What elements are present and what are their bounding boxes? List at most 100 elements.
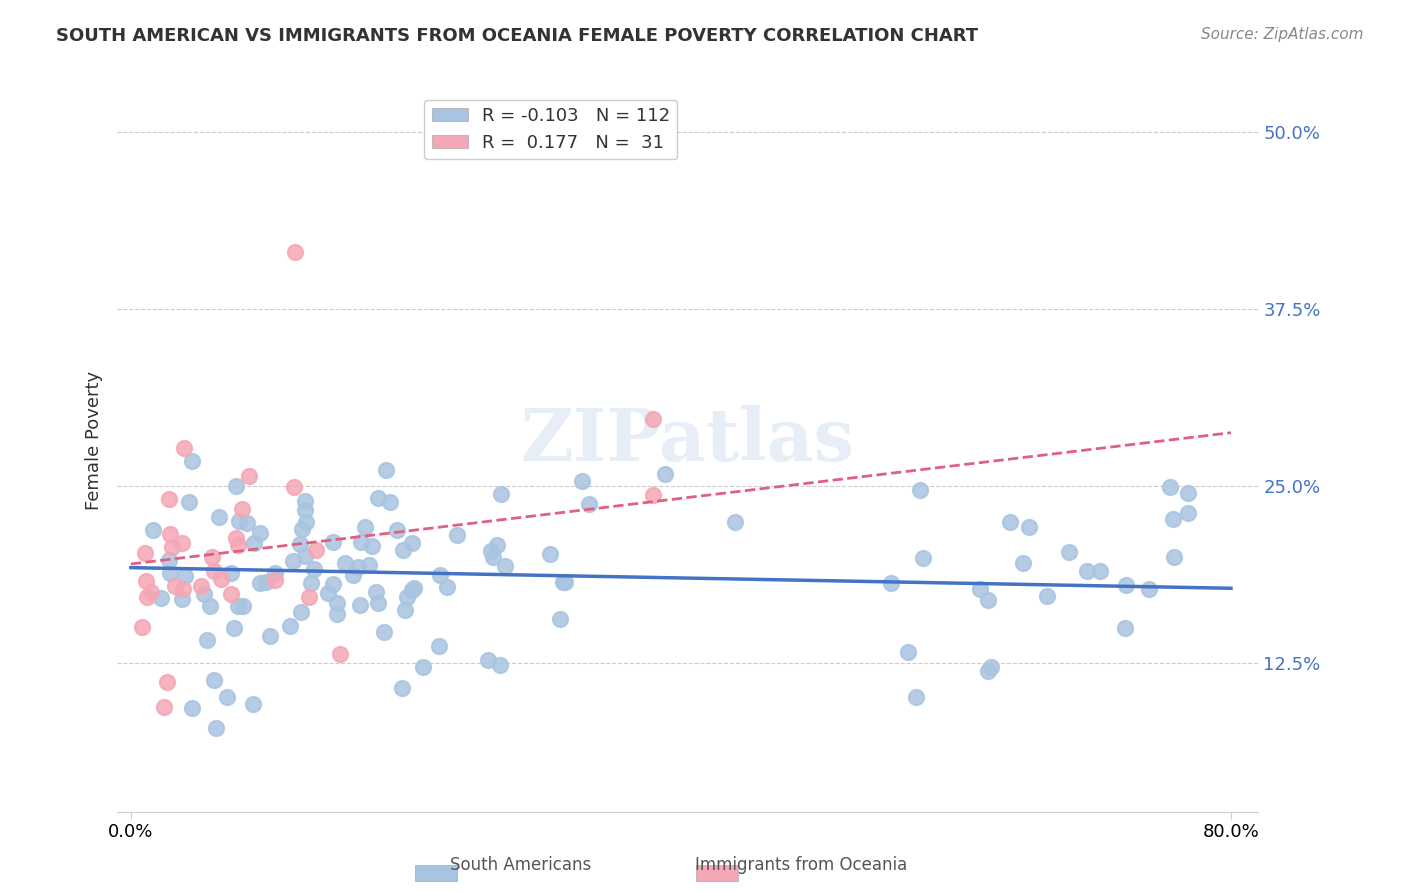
Point	[190, 579, 212, 593]
Point	[1012, 556, 1035, 570]
Point	[159, 566, 181, 581]
Point	[163, 579, 186, 593]
Point	[1161, 512, 1184, 526]
Point	[278, 619, 301, 633]
Point	[1088, 564, 1111, 578]
Point	[295, 515, 318, 529]
Point	[290, 605, 312, 619]
Point	[1076, 565, 1098, 579]
Legend: R = -0.103   N = 112, R =  0.177   N =  31: R = -0.103 N = 112, R = 0.177 N = 31	[425, 100, 678, 160]
Text: Source: ZipAtlas.com: Source: ZipAtlas.com	[1201, 27, 1364, 42]
Point	[380, 495, 402, 509]
Point	[494, 558, 516, 573]
Point	[207, 510, 229, 524]
Point	[479, 544, 502, 558]
Point	[654, 467, 676, 482]
Point	[249, 526, 271, 541]
Point	[477, 653, 499, 667]
Point	[264, 573, 287, 587]
Point	[304, 542, 326, 557]
Point	[142, 524, 165, 538]
Point	[322, 535, 344, 549]
Point	[177, 495, 200, 509]
Point	[394, 602, 416, 616]
Point	[643, 488, 665, 502]
Point	[226, 599, 249, 613]
Point	[1018, 520, 1040, 534]
Point	[373, 625, 395, 640]
Point	[202, 673, 225, 687]
Point	[322, 576, 344, 591]
Point	[643, 412, 665, 426]
Point	[392, 543, 415, 558]
Point	[135, 574, 157, 588]
Point	[482, 550, 505, 565]
Point	[160, 541, 183, 555]
Point	[724, 516, 747, 530]
Text: Immigrants from Oceania: Immigrants from Oceania	[696, 855, 907, 873]
Point	[1000, 515, 1022, 529]
Point	[231, 502, 253, 516]
Point	[232, 599, 254, 613]
Point	[174, 569, 197, 583]
Point	[209, 573, 232, 587]
Point	[201, 550, 224, 565]
Point	[294, 503, 316, 517]
Point	[172, 582, 194, 596]
Point	[150, 591, 173, 605]
Point	[243, 536, 266, 550]
Point	[1114, 621, 1136, 635]
Point	[367, 491, 389, 505]
Point	[912, 551, 935, 566]
Point	[299, 576, 322, 591]
Point	[242, 697, 264, 711]
Point	[375, 462, 398, 476]
Point	[488, 657, 510, 672]
Point	[217, 690, 239, 705]
Point	[401, 536, 423, 550]
Point	[302, 562, 325, 576]
Point	[131, 620, 153, 634]
Point	[578, 497, 600, 511]
Point	[879, 575, 901, 590]
Point	[141, 585, 163, 599]
Point	[1177, 506, 1199, 520]
Point	[173, 441, 195, 455]
Point	[427, 640, 450, 654]
Point	[326, 607, 349, 621]
Point	[134, 546, 156, 560]
Point	[1159, 480, 1181, 494]
Point	[259, 629, 281, 643]
Point	[897, 645, 920, 659]
Point	[1115, 578, 1137, 592]
Point	[256, 574, 278, 589]
Text: South Americans: South Americans	[450, 855, 591, 873]
Point	[228, 514, 250, 528]
Point	[205, 721, 228, 735]
Point	[401, 582, 423, 597]
Point	[297, 590, 319, 604]
Point	[235, 516, 257, 531]
Point	[554, 575, 576, 590]
Point	[1057, 545, 1080, 559]
Point	[288, 537, 311, 551]
Point	[219, 587, 242, 601]
Point	[908, 483, 931, 497]
Point	[281, 554, 304, 568]
Y-axis label: Female Poverty: Female Poverty	[86, 370, 103, 509]
Point	[489, 487, 512, 501]
Point	[402, 581, 425, 595]
Point	[181, 454, 204, 468]
Point	[225, 532, 247, 546]
Point	[1163, 550, 1185, 565]
Point	[364, 585, 387, 599]
Point	[157, 553, 180, 567]
Point	[249, 576, 271, 591]
Point	[350, 535, 373, 549]
Point	[538, 547, 561, 561]
Point	[548, 612, 571, 626]
Point	[283, 480, 305, 494]
Point	[980, 660, 1002, 674]
Point	[1177, 486, 1199, 500]
Point	[385, 523, 408, 537]
